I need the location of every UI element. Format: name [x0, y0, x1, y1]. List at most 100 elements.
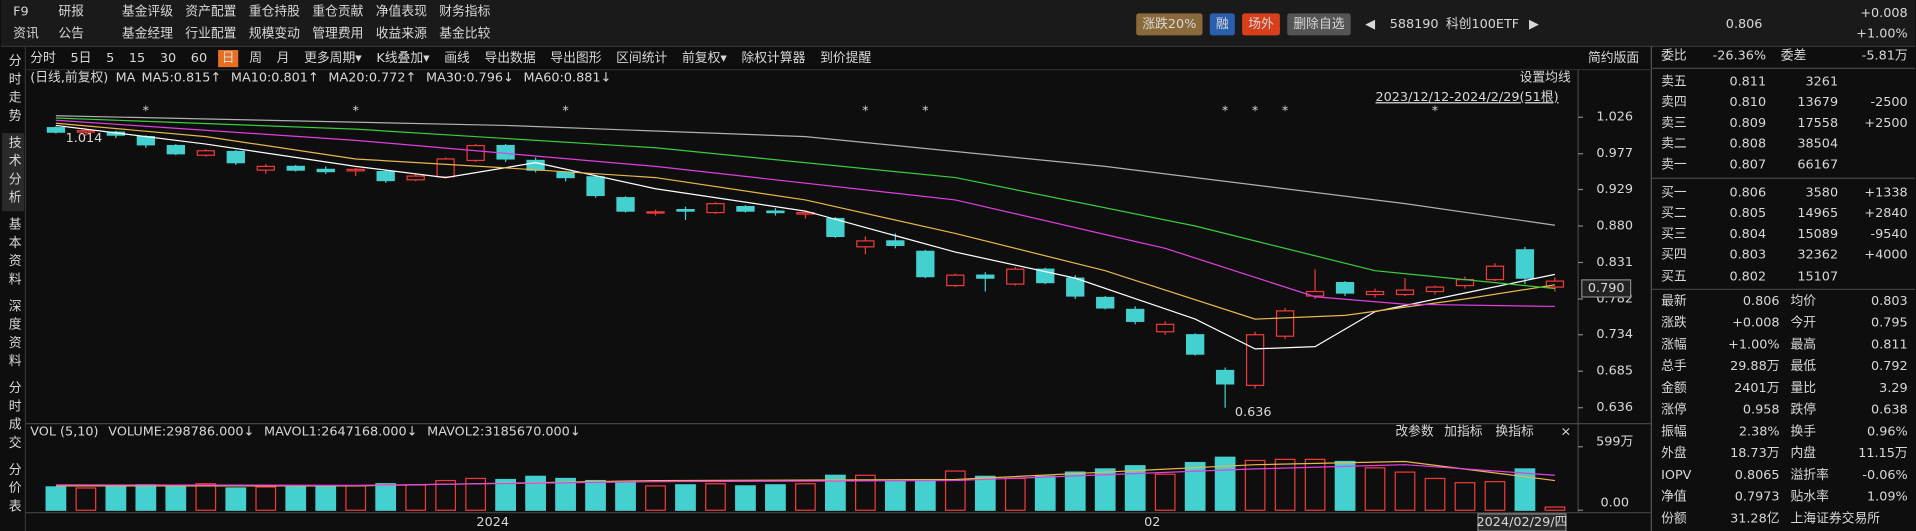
- toolbar-item[interactable]: 5日: [71, 51, 92, 66]
- toolbar-item[interactable]: 导出图形: [550, 51, 601, 66]
- candle-body: [1365, 290, 1385, 296]
- volume-bar: [1544, 506, 1566, 511]
- candle-body: [1126, 308, 1145, 322]
- candle-body: [1215, 369, 1235, 385]
- range-label: 2023/12/12-2024/2/29(51根): [1376, 90, 1559, 105]
- toolbar-item[interactable]: 区间统计: [616, 51, 667, 66]
- tag-button[interactable]: [1209, 13, 1235, 36]
- toolbar-item[interactable]: 月: [277, 51, 290, 66]
- volume-bar: [974, 475, 996, 511]
- candle-body: [1395, 289, 1415, 296]
- indicator-tool[interactable]: ×: [1561, 425, 1572, 440]
- book-price: 0.805: [1729, 206, 1766, 221]
- toolbar-item[interactable]: 15: [129, 51, 145, 66]
- tag-label[interactable]: 删除自选: [1293, 17, 1344, 32]
- candle-body: [646, 211, 665, 214]
- indicator-tool[interactable]: 加指标: [1444, 425, 1483, 440]
- nav-link[interactable]: F9: [13, 5, 29, 20]
- code: 588190: [1390, 17, 1439, 32]
- candle-body: [856, 240, 875, 248]
- toolbar-item[interactable]: 更多周期▾: [304, 51, 362, 66]
- current-price: 0.790: [1588, 281, 1625, 296]
- volume-bar: [585, 479, 606, 511]
- event-star: *: [1252, 104, 1259, 119]
- volume-bar: [435, 479, 457, 511]
- nav-link[interactable]: 收益来源: [376, 27, 427, 42]
- volume-bar: [105, 485, 127, 511]
- period-note: (日线,前复权): [30, 70, 108, 86]
- event-star: *: [562, 104, 569, 119]
- toolbar-item[interactable]: 30: [160, 51, 176, 66]
- event-star: *: [353, 104, 360, 119]
- stat-label: 今开: [1791, 315, 1817, 331]
- nav-link[interactable]: 资讯: [13, 27, 39, 42]
- toolbar-item[interactable]: 周: [249, 51, 262, 66]
- event-star: *: [1222, 104, 1229, 119]
- ma-settings[interactable]: 设置均线: [1520, 71, 1571, 86]
- indicator-tool[interactable]: 改参数: [1395, 424, 1434, 440]
- side-tab[interactable]: 分时成交: [6, 381, 21, 454]
- stat-value: 29.88万: [1730, 359, 1780, 374]
- stat-label: 均价: [1791, 294, 1817, 309]
- side-tab[interactable]: 分时走势: [6, 54, 21, 127]
- volume-bar: [1334, 460, 1356, 511]
- nav-link[interactable]: 净值表现: [376, 4, 427, 20]
- volume-bar: [285, 485, 307, 511]
- volume-bar: [1184, 461, 1206, 511]
- ma-line: [55, 124, 1556, 350]
- tag-label[interactable]: 融: [1216, 17, 1229, 32]
- volume-bar: [675, 484, 696, 511]
- candle-body: [946, 274, 965, 287]
- tag-label[interactable]: 场外: [1248, 17, 1274, 32]
- book-change: +1338: [1864, 185, 1907, 200]
- toolbar-item[interactable]: 画线: [444, 51, 470, 66]
- nav-link[interactable]: 行业配置: [185, 27, 236, 42]
- toolbar-item[interactable]: 到价提醒: [820, 50, 871, 66]
- tag-button[interactable]: [1242, 13, 1280, 36]
- side-tab[interactable]: 基本资料: [6, 217, 21, 290]
- book-change: -9540: [1871, 227, 1908, 242]
- toolbar-item[interactable]: 除权计算器: [741, 50, 805, 66]
- toolbar-item[interactable]: 5: [106, 51, 114, 66]
- stat-label: 振幅: [1661, 424, 1687, 439]
- stat-value: 11.15万: [1858, 446, 1908, 461]
- side-tab[interactable]: 分价表: [6, 463, 21, 518]
- layout-button[interactable]: 简约版面: [1588, 51, 1639, 66]
- prev-button[interactable]: ◀: [1365, 17, 1375, 32]
- nav-link[interactable]: 公告: [58, 27, 84, 42]
- nav-link[interactable]: 资产配置: [185, 5, 236, 20]
- volume-bar: [1034, 475, 1056, 511]
- nav-link[interactable]: 重仓持股: [249, 4, 300, 20]
- candle-body: [1335, 281, 1355, 294]
- nav-link[interactable]: 重仓贡献: [312, 4, 363, 20]
- volume-bar: [525, 475, 546, 511]
- stat-value: 0.96%: [1867, 424, 1908, 439]
- tag-button[interactable]: [1136, 13, 1203, 36]
- toolbar-item[interactable]: K线叠加▾: [376, 51, 430, 66]
- nav-link[interactable]: 管理费用: [312, 27, 363, 42]
- toolbar-item[interactable]: 导出数据: [484, 51, 535, 66]
- nav-link[interactable]: 基金比较: [439, 26, 490, 42]
- side-tab[interactable]: 技术分析: [6, 135, 21, 208]
- next-button[interactable]: ▶: [1529, 17, 1539, 32]
- name: 科创100ETF: [1446, 17, 1519, 32]
- toolbar-item[interactable]: 前复权▾: [682, 50, 727, 66]
- nav-link[interactable]: 基金经理: [122, 26, 173, 42]
- candle-body: [406, 175, 425, 181]
- candle-body: [916, 250, 935, 278]
- side-tab[interactable]: 深度资料: [6, 299, 21, 372]
- book-volume: 17558: [1797, 116, 1838, 131]
- toolbar-item[interactable]: 60: [191, 51, 207, 66]
- tag-button[interactable]: [1287, 13, 1351, 36]
- candle-body: [886, 240, 905, 246]
- nav-link[interactable]: 基金评级: [122, 4, 173, 20]
- toolbar-item[interactable]: 日: [222, 51, 235, 66]
- indicator-tool[interactable]: 换指标: [1495, 425, 1534, 440]
- candle-body: [826, 217, 845, 238]
- tag-label[interactable]: 涨跌20%: [1142, 16, 1196, 32]
- nav-link[interactable]: 财务指标: [439, 4, 490, 20]
- nav-link[interactable]: 规模变动: [249, 26, 300, 42]
- nav-link[interactable]: 研报: [58, 5, 84, 20]
- book-price: 0.810: [1729, 95, 1766, 110]
- toolbar-item[interactable]: 分时: [30, 51, 56, 66]
